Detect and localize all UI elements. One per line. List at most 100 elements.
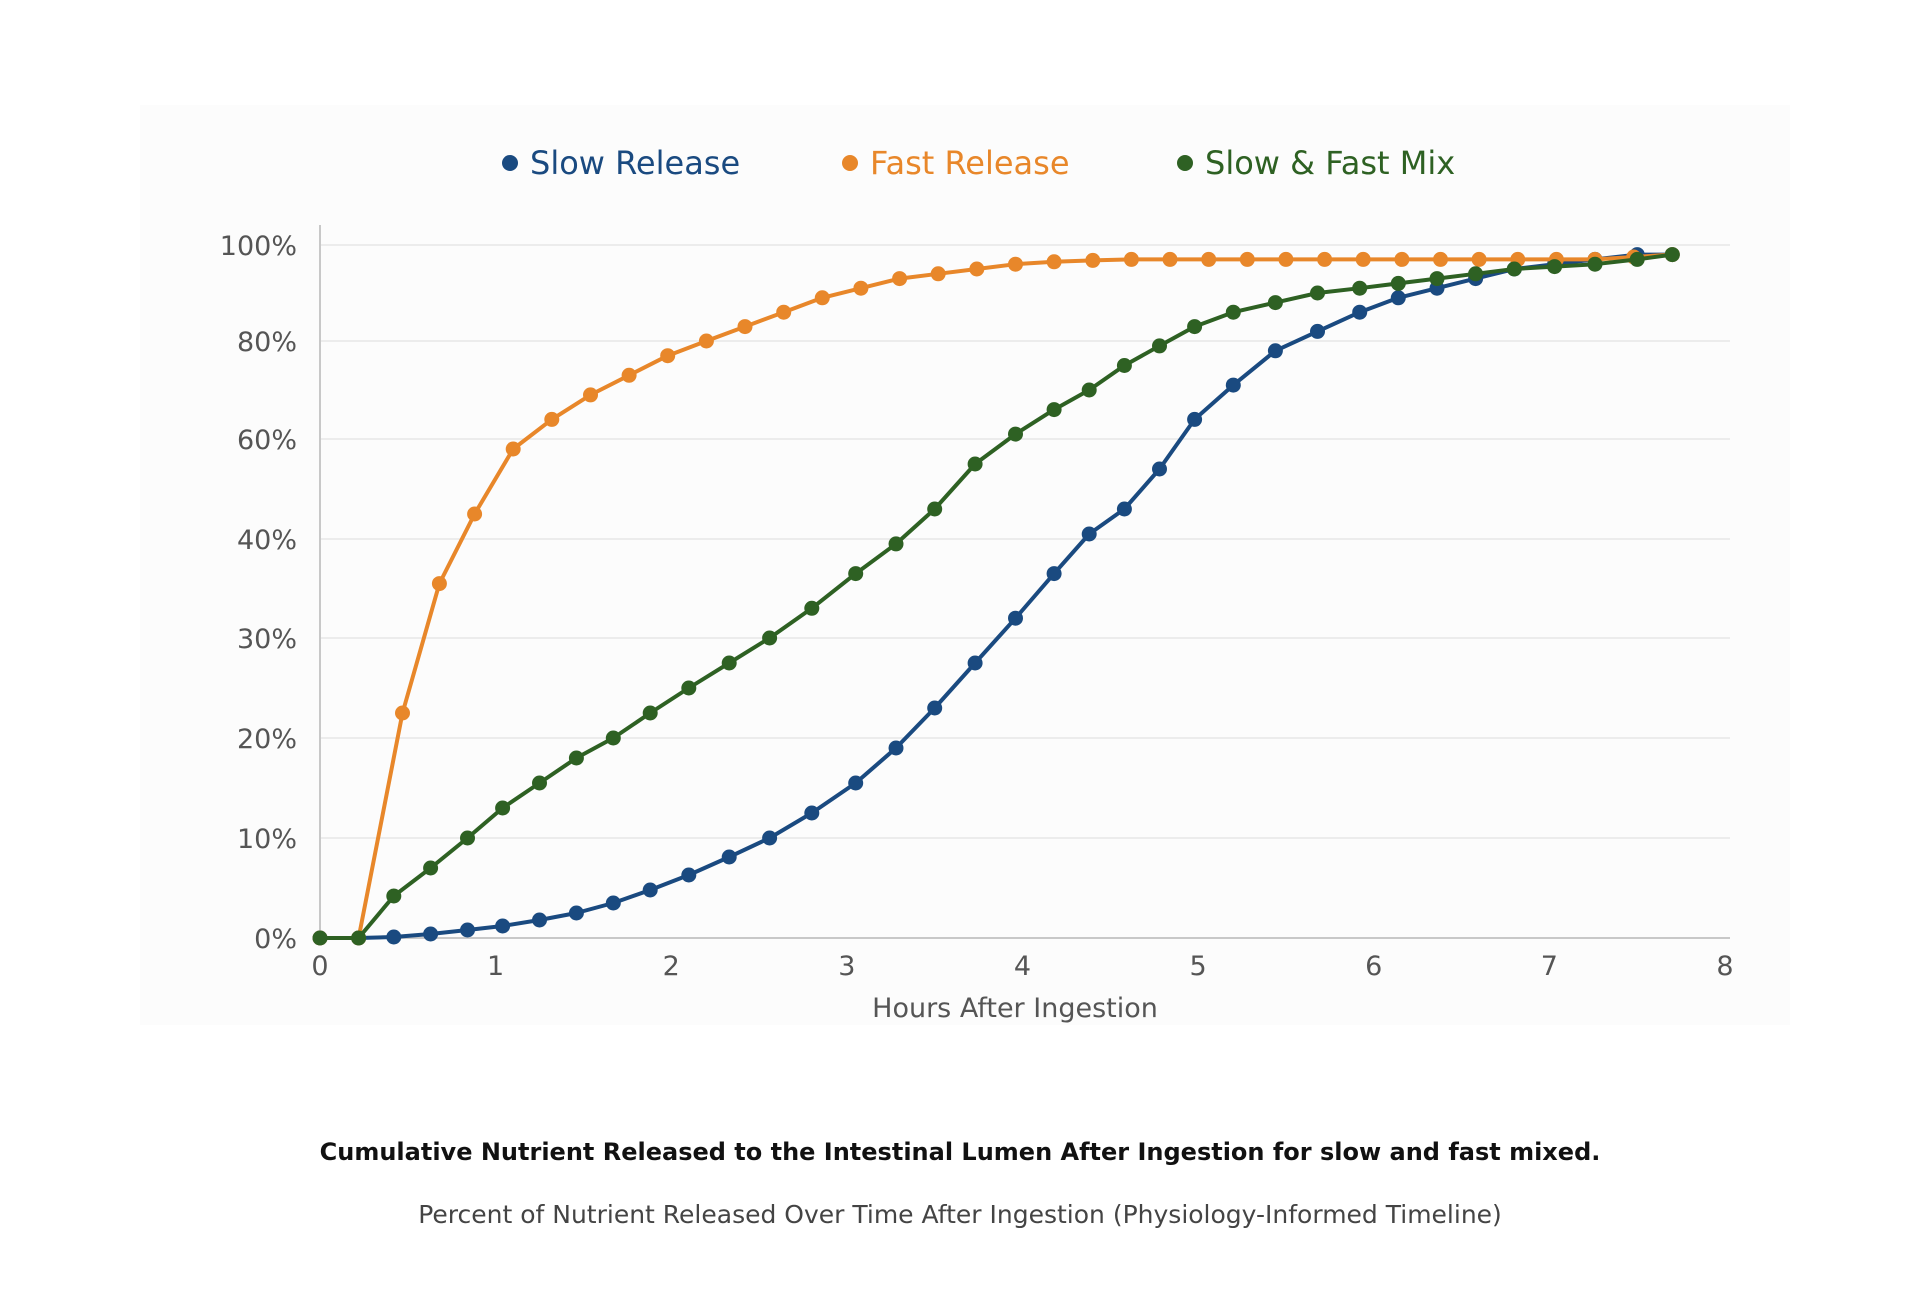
data-point [532, 912, 547, 928]
data-point [423, 926, 439, 942]
data-point [930, 266, 946, 282]
data-point [804, 805, 820, 821]
data-point [1471, 251, 1487, 267]
data-point [1352, 280, 1368, 296]
data-point [888, 536, 904, 552]
axes [319, 225, 1730, 939]
data-point [495, 918, 511, 934]
x-tick-label: 8 [1716, 951, 1733, 982]
series-line [320, 252, 1673, 940]
data-point [1394, 251, 1410, 267]
x-tick-label: 7 [1541, 951, 1558, 982]
data-point [1008, 426, 1023, 442]
data-point [853, 280, 869, 296]
data-point [642, 882, 658, 898]
chart-subtitle: Percent of Nutrient Released Over Time A… [418, 1200, 1502, 1229]
series-slow-release [312, 247, 1680, 946]
data-point [1317, 251, 1333, 267]
y-tick-label: 10% [237, 824, 297, 855]
data-point [386, 888, 402, 904]
y-tick-label: 0% [254, 924, 297, 955]
legend-item: Slow Release [502, 144, 740, 182]
data-point [762, 830, 778, 846]
data-point [1239, 251, 1255, 267]
x-tick-label: 4 [1014, 951, 1031, 982]
data-point [1046, 254, 1062, 270]
data-point [1310, 323, 1325, 339]
y-tick-label: 80% [237, 327, 297, 358]
chart-panel: Slow Release Fast Release Slow & Fast Mix … [140, 105, 1790, 1025]
data-point [721, 849, 737, 865]
data-point [969, 261, 985, 277]
x-axis-label: Hours After Ingestion [872, 993, 1158, 1024]
data-point [1008, 610, 1023, 626]
legend-marker [842, 155, 858, 171]
x-tick-label: 0 [311, 951, 328, 982]
chart-title: Cumulative Nutrient Released to the Inte… [319, 1138, 1601, 1166]
data-point [1390, 290, 1406, 306]
x-tick-label: 5 [1190, 951, 1207, 982]
data-point [1187, 319, 1203, 335]
data-point [848, 566, 864, 582]
data-point [814, 290, 830, 306]
data-point [721, 655, 737, 671]
data-point [1085, 252, 1101, 268]
legend-label: Fast Release [870, 144, 1070, 182]
data-point [460, 922, 475, 938]
legend-label: Slow Release [530, 144, 740, 182]
data-point [681, 867, 697, 883]
data-point [642, 705, 658, 721]
legend-item: Slow & Fast Mix [1177, 144, 1455, 182]
data-point [1046, 566, 1062, 582]
y-tick-label: 20% [237, 724, 297, 755]
grid-lines [320, 244, 1730, 839]
data-point [1267, 295, 1283, 311]
data-point [737, 319, 753, 335]
x-tick-label: 3 [838, 951, 855, 982]
data-point [505, 441, 521, 457]
data-point [1152, 338, 1167, 354]
legend-item: Fast Release [842, 144, 1070, 182]
data-point [1081, 382, 1097, 398]
data-point [605, 730, 621, 746]
x-tick-label: 1 [487, 951, 504, 982]
data-point [1225, 304, 1241, 320]
data-point [1587, 256, 1603, 272]
x-tick-labels: 0 1 2 3 4 5 6 7 8 [311, 951, 1733, 982]
series-line [320, 252, 1673, 940]
legend: Slow Release Fast Release Slow & Fast Mix [502, 144, 1455, 182]
series-slow-fast-mix [312, 247, 1680, 946]
data-point [967, 456, 983, 472]
data-point [1267, 343, 1283, 359]
data-point [660, 348, 676, 364]
data-point [544, 411, 560, 427]
data-point [1390, 275, 1406, 291]
data-point [1046, 402, 1062, 418]
data-point [1081, 526, 1097, 542]
data-point [583, 387, 598, 403]
legend-label: Slow & Fast Mix [1205, 144, 1455, 182]
data-point [1278, 251, 1294, 267]
data-point [1162, 251, 1178, 267]
data-point [1152, 461, 1167, 477]
data-point [1629, 251, 1645, 267]
data-point [1664, 247, 1680, 263]
data-point [927, 501, 943, 517]
data-point [1116, 501, 1132, 517]
line-chart: Slow Release Fast Release Slow & Fast Mix … [220, 144, 1734, 1024]
data-point [967, 655, 983, 671]
y-tick-label: 60% [237, 425, 297, 456]
data-point [927, 700, 943, 716]
data-point [1123, 251, 1139, 267]
data-point [1116, 358, 1132, 373]
data-point [888, 740, 904, 756]
data-point [467, 506, 483, 522]
data-point [848, 775, 864, 791]
series-fast-release [312, 247, 1680, 946]
data-point [312, 930, 328, 946]
data-point [1355, 251, 1371, 267]
data-point [621, 367, 637, 383]
x-tick-label: 6 [1365, 951, 1382, 982]
legend-marker [502, 155, 518, 171]
data-point [698, 333, 714, 349]
